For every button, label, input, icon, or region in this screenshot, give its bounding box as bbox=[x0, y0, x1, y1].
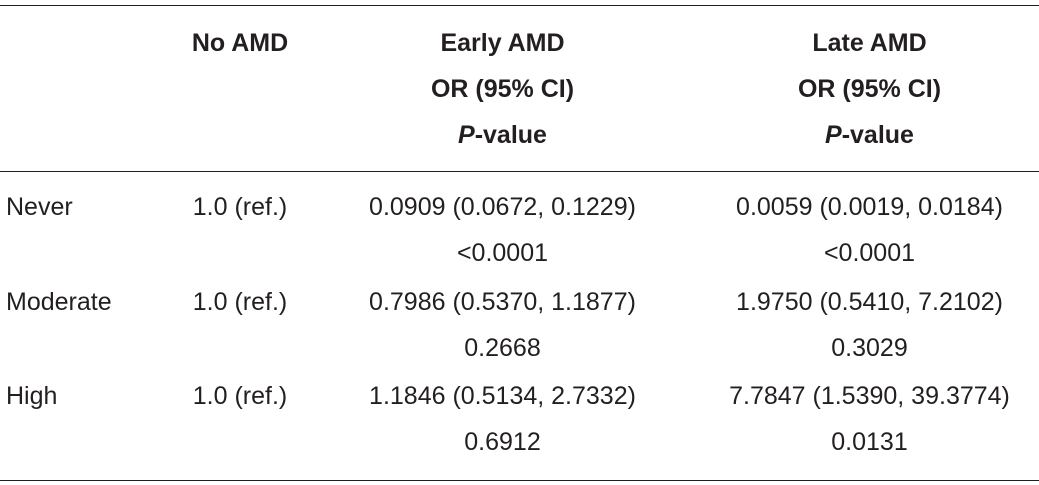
row-high-late-p: 0.0131 bbox=[831, 428, 908, 456]
row-label-never: Never bbox=[6, 193, 73, 221]
row-moderate-late-or: 1.9750 (0.5410, 7.2102) bbox=[736, 288, 1003, 316]
row-high-late-or: 7.7847 (1.5390, 39.3774) bbox=[729, 382, 1010, 410]
header-late-p-italic: P bbox=[825, 121, 842, 149]
header-late-pvalue: P-value bbox=[700, 112, 1039, 158]
row-never-early-p: <0.0001 bbox=[456, 239, 549, 267]
row-never-late-p: <0.0001 bbox=[823, 239, 916, 267]
header-early-p-italic: P bbox=[458, 121, 475, 149]
row-never-early-or: 0.0909 (0.0672, 0.1229) bbox=[369, 193, 636, 221]
row-label-high: High bbox=[6, 382, 58, 410]
row-label-moderate: Moderate bbox=[6, 288, 112, 316]
header-early-pvalue: P-value bbox=[330, 112, 675, 158]
row-high-early-or: 1.1846 (0.5134, 2.7332) bbox=[369, 382, 636, 410]
row-moderate-late-p: 0.3029 bbox=[831, 334, 908, 362]
row-moderate-early-or: 0.7986 (0.5370, 1.1877) bbox=[369, 288, 636, 316]
row-never-late-or: 0.0059 (0.0019, 0.0184) bbox=[736, 193, 1003, 221]
header-early-amd: Early AMD bbox=[440, 29, 565, 57]
header-rule bbox=[0, 171, 1039, 172]
table-top-rule bbox=[0, 5, 1039, 6]
header-early-or: OR (95% CI) bbox=[430, 75, 575, 103]
row-never-no-amd: 1.0 (ref.) bbox=[192, 193, 288, 221]
row-high-no-amd: 1.0 (ref.) bbox=[192, 382, 288, 410]
row-moderate-no-amd: 1.0 (ref.) bbox=[192, 288, 288, 316]
row-moderate-early-p: 0.2668 bbox=[464, 334, 541, 362]
header-no-amd: No AMD bbox=[191, 29, 289, 57]
header-late-or: OR (95% CI) bbox=[797, 75, 942, 103]
header-late-amd: Late AMD bbox=[812, 29, 927, 57]
header-late-p-rest: -value bbox=[841, 121, 914, 149]
table-bottom-rule bbox=[0, 480, 1039, 481]
header-early-p-rest: -value bbox=[474, 121, 547, 149]
row-high-early-p: 0.6912 bbox=[464, 428, 541, 456]
